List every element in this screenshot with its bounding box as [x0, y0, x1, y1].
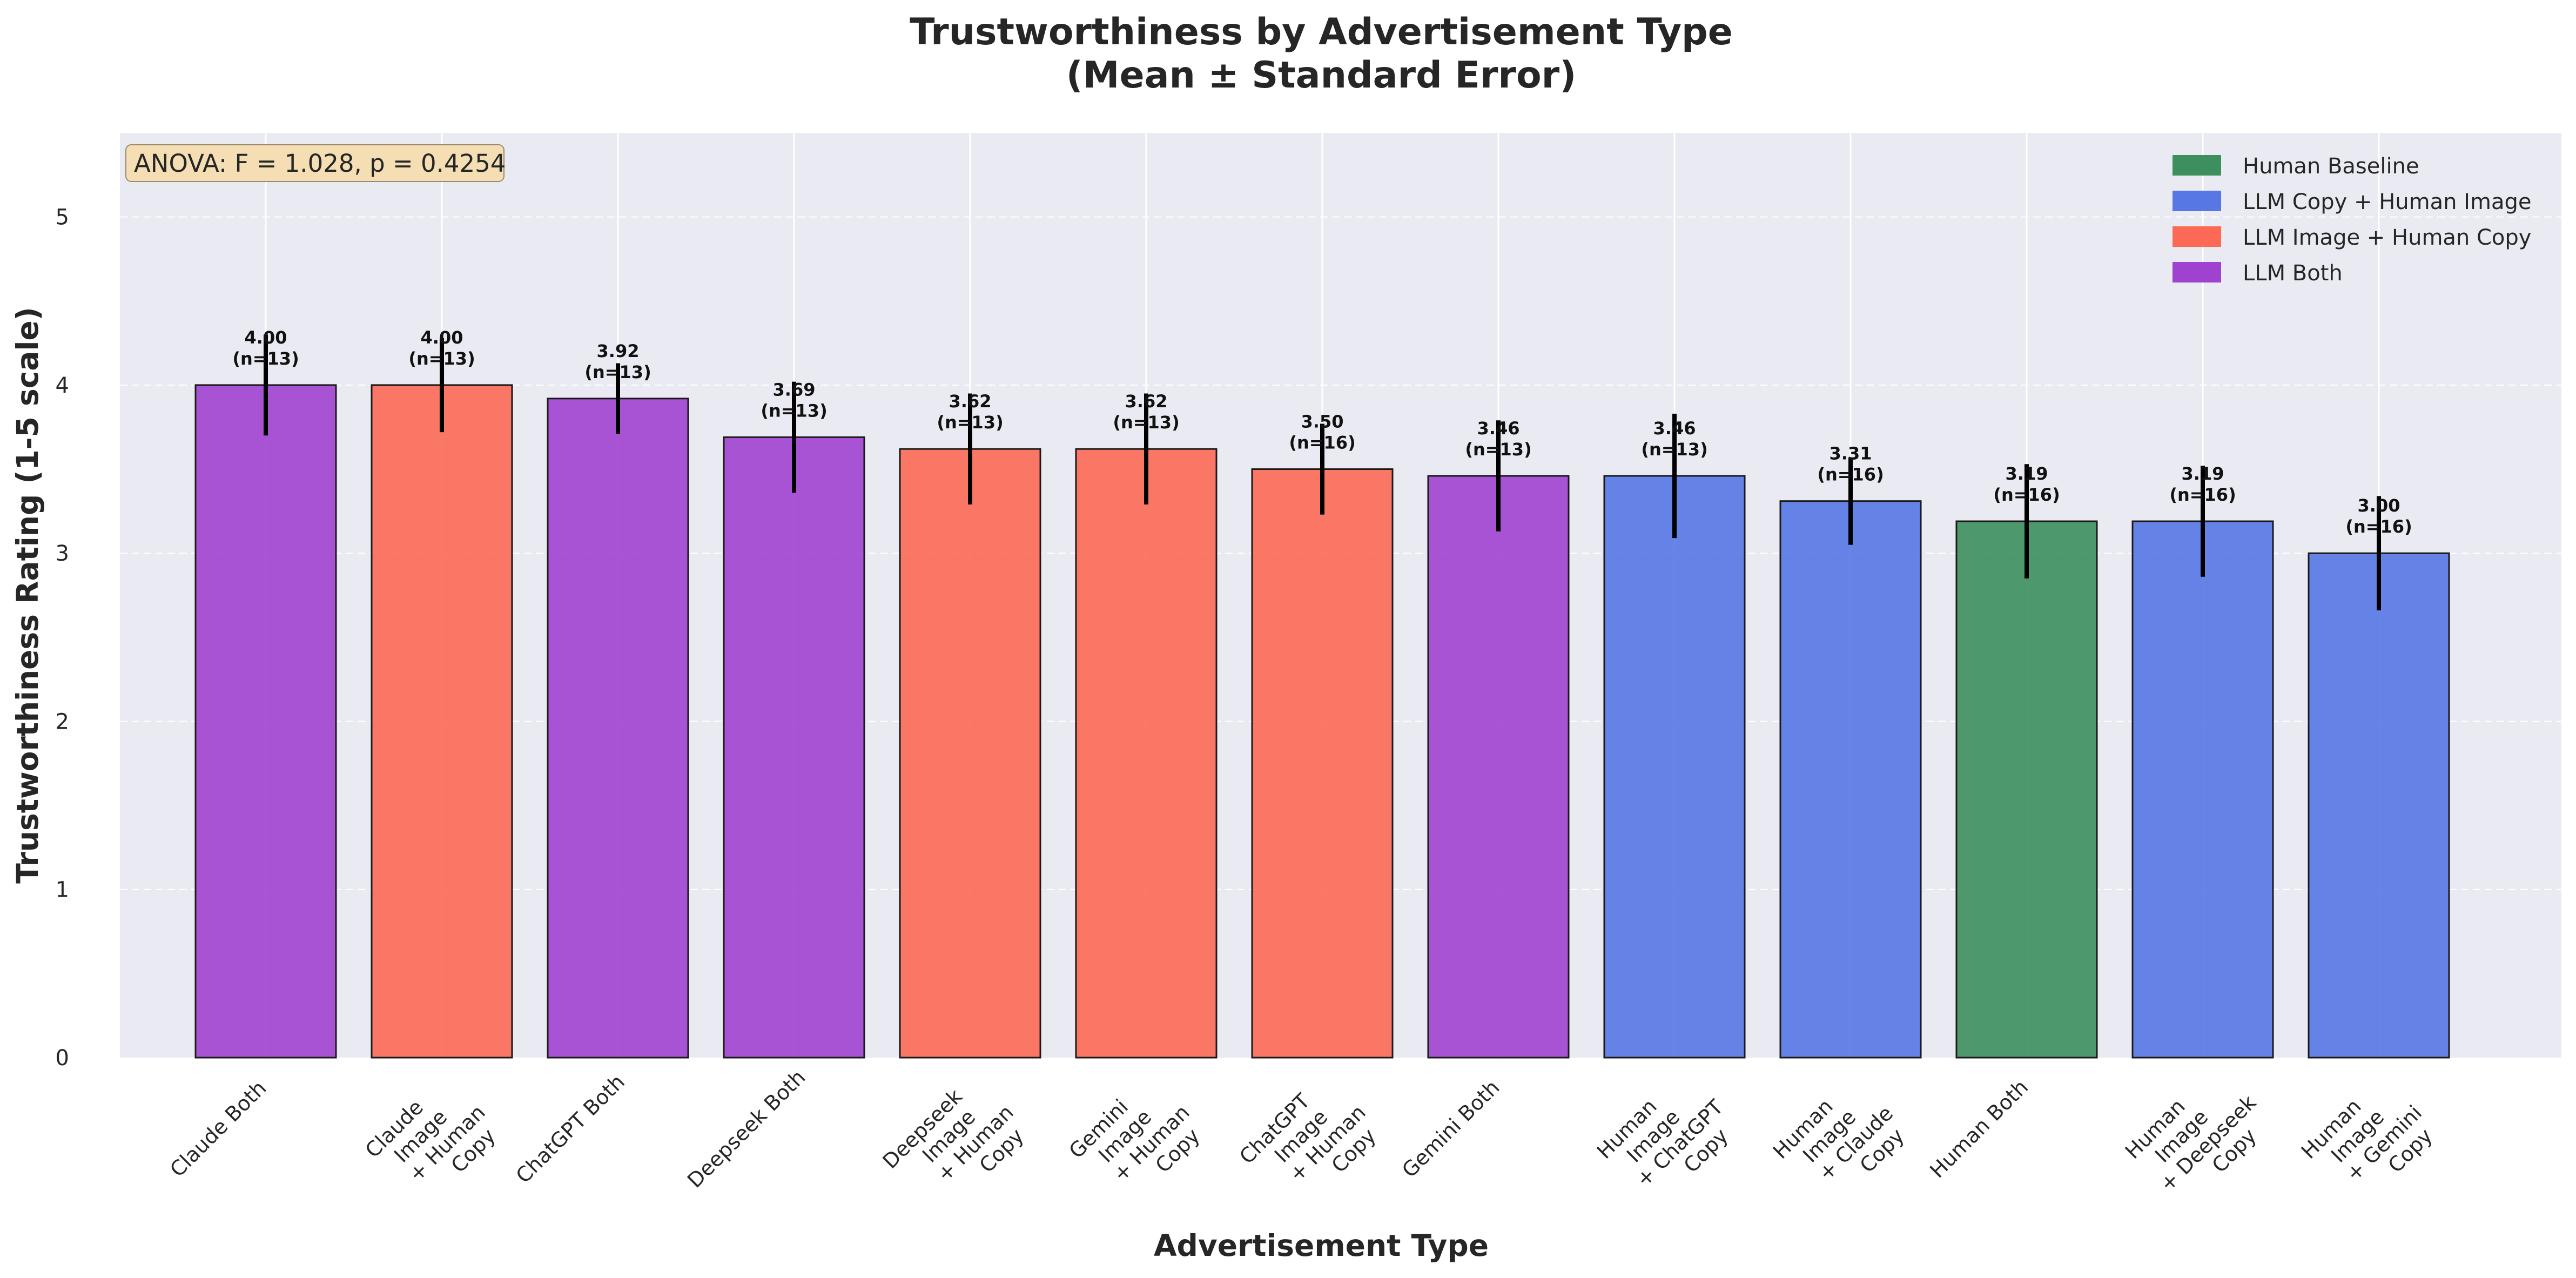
- bar-value-label: 3.19: [2182, 463, 2224, 484]
- bar-n-label: (n=16): [1993, 485, 2060, 505]
- bar-value-label: 4.00: [421, 327, 463, 348]
- bar-value-label: 3.62: [1125, 391, 1168, 412]
- legend: Human Baseline LLM Copy + Human Image LLM …: [2173, 154, 2531, 286]
- bar: [1779, 500, 1922, 1059]
- bar-value-label: 3.62: [949, 391, 992, 412]
- bar-n-label: (n=16): [1817, 465, 1884, 485]
- bar-n-label: (n=13): [1465, 439, 1531, 460]
- legend-label: Human Baseline: [2243, 154, 2419, 179]
- bar-value-label: 3.46: [1653, 418, 1696, 439]
- bar: [1603, 475, 1746, 1059]
- y-tick-label: 1: [56, 878, 69, 903]
- y-tick-labels: 0 1 2 3 4 5: [56, 205, 69, 1071]
- bar-n-label: (n=16): [2169, 485, 2236, 505]
- bar-value-label: 3.00: [2358, 495, 2400, 516]
- bar: [1427, 475, 1570, 1059]
- y-tick-label: 3: [56, 541, 69, 566]
- bar: [194, 384, 337, 1059]
- x-tick-label-line: Deepseek Both: [683, 1065, 810, 1193]
- legend-label: LLM Both: [2243, 261, 2343, 286]
- bar-value-label: 3.19: [2006, 463, 2048, 484]
- bars: 4.00(n=13)4.00(n=13) 3.92(n=13)3.69(n=13)…: [194, 327, 2450, 1059]
- legend-label: LLM Image + Human Copy: [2243, 225, 2531, 250]
- legend-swatch: [2173, 155, 2221, 176]
- bar-value-label: 4.00: [245, 327, 287, 348]
- bar: [899, 448, 1041, 1059]
- x-tick-label: ChatGPT Both: [512, 1070, 629, 1188]
- bar-n-label: (n=13): [761, 400, 827, 421]
- anova-annotation-box: [125, 144, 505, 182]
- bar: [2131, 520, 2274, 1059]
- x-tick-label-line: Human Both: [1925, 1075, 2033, 1182]
- legend-swatch: [2173, 226, 2221, 247]
- bar-n-label: (n=13): [584, 362, 651, 382]
- y-tick-label: 0: [56, 1046, 69, 1071]
- y-axis-label: Trustworthiness Rating (1-5 scale): [10, 307, 45, 884]
- x-tick-label-line: Claude Both: [165, 1076, 271, 1181]
- bar: [2308, 552, 2450, 1059]
- bar-n-label: (n=16): [2345, 516, 2412, 537]
- x-tick-label: Human Both: [1925, 1075, 2033, 1182]
- x-tick-label: Gemini Both: [1397, 1075, 1504, 1182]
- chart-title-line-1: Trustworthiness by Advertisement Type: [910, 11, 1733, 53]
- anova-annotation: ANOVA: F = 1.028, p = 0.4254: [125, 144, 506, 182]
- bar-n-label: (n=13): [1641, 439, 1707, 460]
- bar: [547, 398, 689, 1059]
- x-tick-label-line: Gemini Both: [1397, 1075, 1504, 1182]
- bar: [723, 436, 865, 1059]
- y-tick-label: 2: [56, 709, 69, 734]
- legend-swatch: [2173, 191, 2221, 211]
- bar-value-label: 3.92: [597, 341, 640, 361]
- chart-title-line-2: (Mean ± Standard Error): [1066, 54, 1577, 97]
- bar-n-label: (n=13): [232, 348, 299, 369]
- bar: [371, 384, 513, 1059]
- bar-value-label: 3.69: [773, 379, 816, 400]
- anova-annotation-text: ANOVA: F = 1.028, p = 0.4254: [134, 149, 506, 178]
- x-tick-label-line: ChatGPT Both: [512, 1070, 629, 1188]
- bar-n-label: (n=13): [937, 412, 1003, 433]
- bar-n-label: (n=16): [1289, 433, 1355, 453]
- legend-swatch: [2173, 262, 2221, 282]
- bar: [1955, 520, 2098, 1059]
- y-tick-label: 4: [56, 373, 69, 398]
- x-axis-label: Advertisement Type: [1154, 1228, 1489, 1263]
- x-tick-label: Claude Both: [165, 1076, 271, 1181]
- legend-label: LLM Copy + Human Image: [2243, 190, 2531, 214]
- bar-n-label: (n=13): [1113, 412, 1179, 433]
- y-tick-label: 5: [56, 205, 69, 230]
- bar: [1251, 468, 1394, 1059]
- bar-value-label: 3.46: [1477, 418, 1520, 439]
- bar: [1075, 448, 1218, 1059]
- bar-n-label: (n=13): [408, 348, 475, 369]
- x-tick-label: Deepseek Both: [683, 1065, 810, 1193]
- bar-value-label: 3.31: [1830, 443, 1872, 464]
- bar-value-label: 3.50: [1301, 412, 1344, 432]
